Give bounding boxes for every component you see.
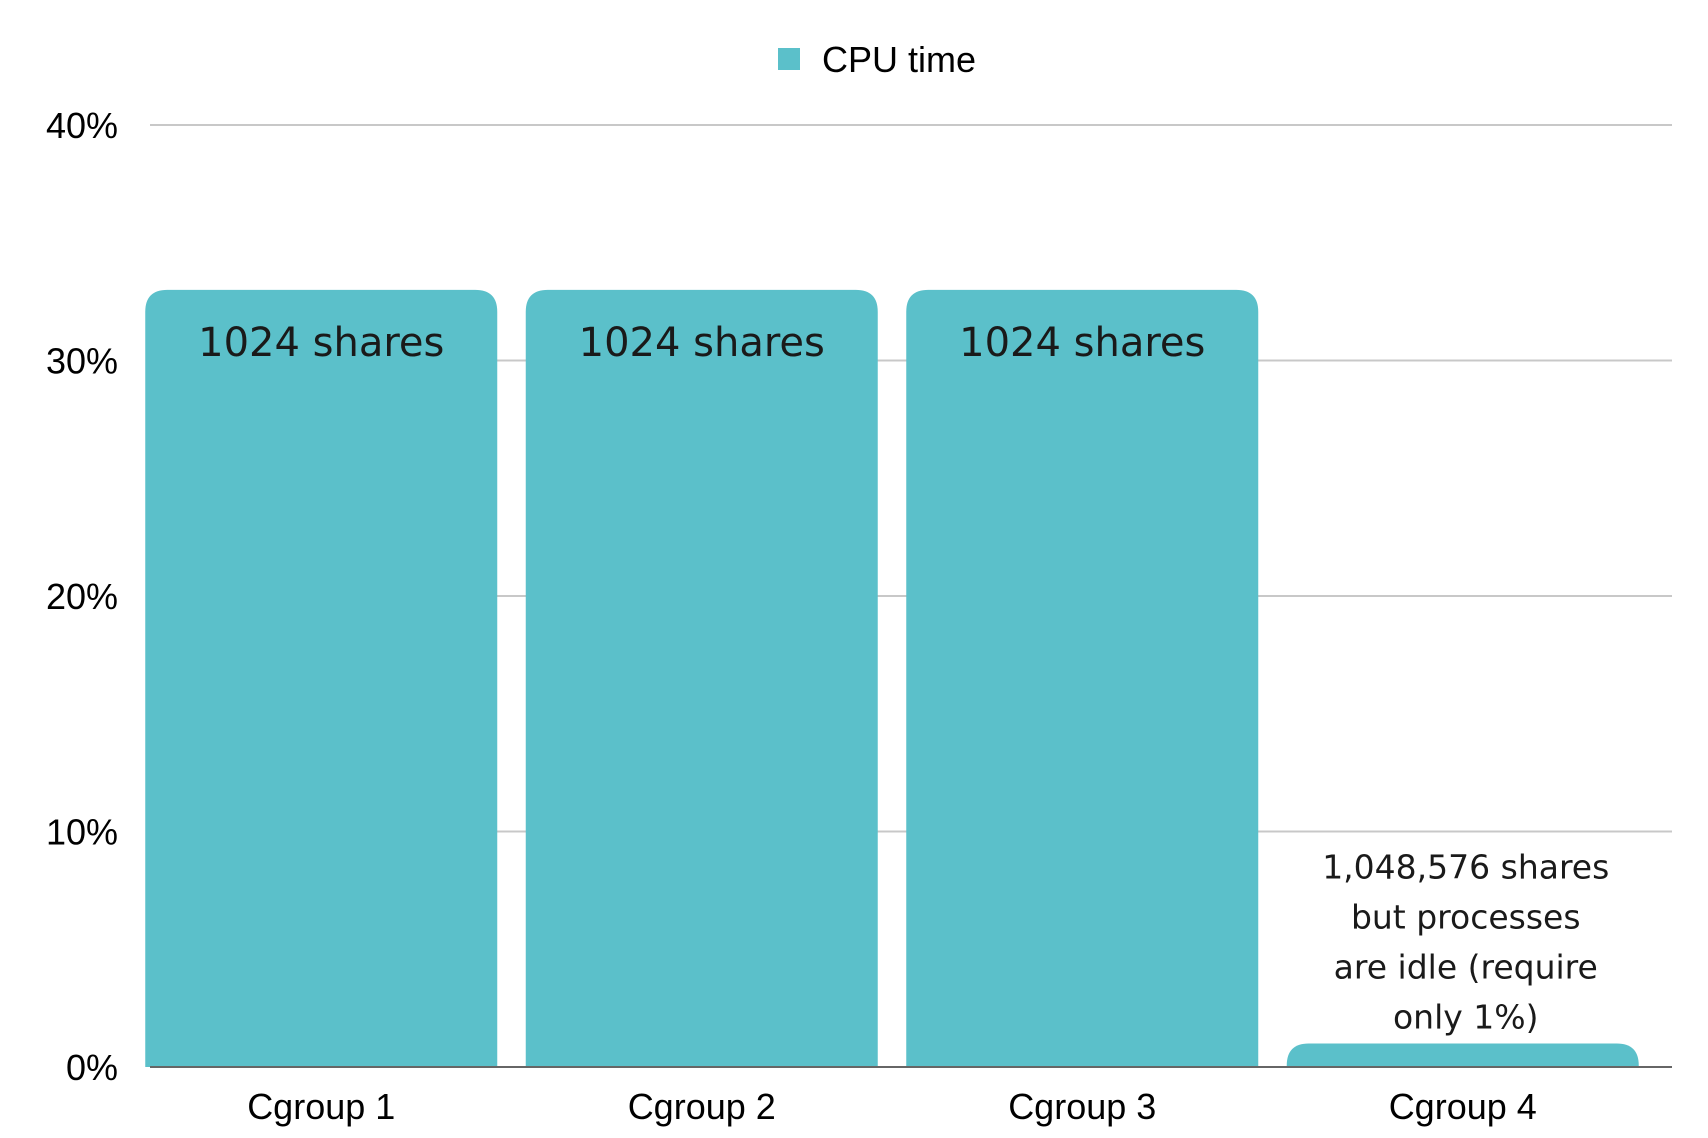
y-tick-label: 20% — [46, 576, 118, 617]
bars — [145, 289, 1639, 1068]
annotation-line: but processes — [1351, 897, 1581, 936]
y-tick-label: 30% — [46, 341, 118, 382]
legend-label-cpu-time: CPU time — [822, 39, 976, 80]
y-axis-ticks: 0% 10% 20% 30% 40% — [46, 105, 118, 1088]
bar-label-1: 1024 shares — [198, 320, 444, 366]
x-category-label: Cgroup 4 — [1389, 1086, 1537, 1127]
bar-4 — [1286, 1043, 1639, 1067]
bar-2 — [525, 289, 878, 1068]
bar-1 — [145, 289, 498, 1068]
y-tick-label: 0% — [66, 1047, 118, 1088]
x-category-label: Cgroup 3 — [1008, 1086, 1156, 1127]
bar-3 — [906, 289, 1259, 1068]
x-category-label: Cgroup 1 — [247, 1086, 395, 1127]
legend: CPU time — [778, 39, 976, 80]
x-category-label: Cgroup 2 — [628, 1086, 776, 1127]
y-tick-label: 10% — [46, 812, 118, 853]
bar-label-3: 1024 shares — [959, 320, 1205, 366]
y-tick-label: 40% — [46, 105, 118, 146]
bar-labels: 1024 shares 1024 shares 1024 shares — [198, 320, 1205, 366]
annotation-line: only 1%) — [1393, 997, 1539, 1036]
annotation-line: 1,048,576 shares — [1322, 847, 1609, 886]
legend-swatch-cpu-time — [778, 48, 800, 70]
x-axis-categories: Cgroup 1 Cgroup 2 Cgroup 3 Cgroup 4 — [247, 1086, 1537, 1127]
bar-label-2: 1024 shares — [579, 320, 825, 366]
annotation-line: are idle (require — [1334, 947, 1598, 986]
cgroup-4-annotation: 1,048,576 shares but processes are idle (r… — [1322, 847, 1609, 1036]
